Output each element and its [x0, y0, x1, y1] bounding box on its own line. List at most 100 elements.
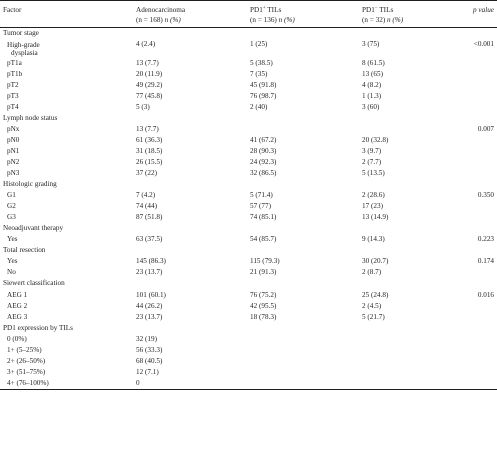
row-label: 3+ (51–75%): [7, 367, 46, 376]
table-row: 1+ (5–25%) 56 (33.3): [0, 345, 497, 356]
table-section-row: Lymph node status: [0, 113, 497, 124]
header-pd1-positive-tils: TILs: [265, 6, 282, 14]
cell-pd1-negative: 3 (60): [362, 102, 380, 111]
cell-adenocarcinoma: 0: [136, 378, 140, 387]
cell-adenocarcinoma: 68 (40.5): [136, 356, 163, 365]
row-label: G1: [7, 191, 16, 200]
row-label: pT3: [7, 91, 19, 100]
cell-pd1-negative: 8 (61.5): [362, 58, 385, 67]
header-pd1-positive-sup: +: [262, 6, 266, 11]
table-row: 0 (0%) 32 (19): [0, 334, 497, 345]
cell-pd1-negative: 13 (14.9): [362, 213, 389, 222]
row-label: 2+ (26–50%): [7, 356, 46, 365]
row-label-line: High-grade: [7, 40, 40, 49]
row-label: Yes: [7, 257, 18, 266]
table-row: pT2 49 (29.2) 45 (91.8) 4 (8.2): [0, 80, 497, 91]
cell-pd1-positive: 32 (86.5): [250, 169, 277, 178]
cell-adenocarcinoma: 49 (29.2): [136, 80, 163, 89]
row-label: pN3: [7, 169, 20, 178]
table-row: pN0 61 (36.3) 41 (67.2) 20 (32.8): [0, 135, 497, 146]
table-row: No 23 (13.7) 21 (91.3) 2 (8.7): [0, 268, 497, 279]
cell-pd1-positive: 28 (90.3): [250, 146, 277, 155]
cell-pd1-positive: 21 (91.3): [250, 268, 277, 277]
cell-pd1-negative: 2 (8.7): [362, 268, 382, 277]
row-label: pN1: [7, 146, 20, 155]
row-label: No: [7, 268, 16, 277]
cell-adenocarcinoma: 20 (11.9): [136, 69, 163, 78]
table-row: pT1b 20 (11.9) 7 (35) 13 (65): [0, 69, 497, 80]
cell-pd1-positive: 2 (40): [250, 102, 268, 111]
cell-adenocarcinoma: 44 (26.2): [136, 301, 163, 310]
cell-adenocarcinoma: 56 (33.3): [136, 345, 163, 354]
cell-adenocarcinoma: 77 (45.8): [136, 91, 163, 100]
table-row: G2 74 (44) 57 (77) 17 (23): [0, 202, 497, 213]
table-header: Factor Adenocarcinoma (n = 168) n (%) PD…: [0, 1, 497, 27]
cell-p-value: 0.007: [477, 124, 494, 133]
table-row: AEG 2 44 (26.2) 42 (95.5) 2 (4.5): [0, 301, 497, 312]
table-row: pN3 37 (22) 32 (86.5) 5 (13.5): [0, 169, 497, 180]
header-pd1-negative-label: PD1: [362, 6, 375, 14]
table-section-row: Histologic grading: [0, 180, 497, 191]
row-label-line: dysplasia: [11, 49, 38, 58]
cell-adenocarcinoma: 4 (2.4): [136, 39, 156, 48]
cell-adenocarcinoma: 7 (4.2): [136, 191, 156, 200]
cell-adenocarcinoma: 26 (15.5): [136, 157, 163, 166]
table-row: AEG 1 101 (60.1) 76 (75.2) 25 (24.8) 0.016: [0, 290, 497, 301]
table-row: 2+ (26–50%) 68 (40.5): [0, 356, 497, 367]
cell-adenocarcinoma: 101 (60.1): [136, 290, 166, 299]
cell-pd1-positive: 41 (67.2): [250, 135, 277, 144]
cell-pd1-positive: 42 (95.5): [250, 301, 277, 310]
row-label: AEG 3: [7, 312, 28, 321]
cell-pd1-positive: 57 (77): [250, 202, 271, 211]
header-pd1-positive-unit: n (%): [278, 16, 295, 24]
bottom-rule: [0, 389, 497, 391]
header-pd1-positive-count: (n = 136): [250, 16, 277, 24]
header-pd1-positive-n: (n = 136) n (%): [250, 15, 295, 25]
cell-pd1-negative: 5 (21.7): [362, 312, 385, 321]
table-section-row: PD1 expression by TILs: [0, 323, 497, 334]
header-pd1-negative-sup: −: [374, 6, 378, 11]
cell-adenocarcinoma: 87 (51.8): [136, 213, 163, 222]
cell-pd1-positive: 76 (98.7): [250, 91, 277, 100]
table-body: Tumor stage High-grade dysplasia 4 (2.4) 1 (…: [0, 28, 497, 389]
cell-adenocarcinoma: 61 (36.3): [136, 135, 163, 144]
cell-adenocarcinoma: 37 (22): [136, 169, 157, 178]
header-pd1-positive-label: PD1: [250, 6, 263, 14]
header-adenocarcinoma-title: Adenocarcinoma: [136, 6, 186, 14]
table-row: 3+ (51–75%) 12 (7.1): [0, 367, 497, 378]
row-label: pN2: [7, 157, 20, 166]
table-row: G3 87 (51.8) 74 (85.1) 13 (14.9): [0, 213, 497, 224]
row-label: High-grade dysplasia: [7, 41, 40, 58]
cell-pd1-negative: 9 (14.3): [362, 235, 385, 244]
cell-adenocarcinoma: 63 (37.5): [136, 235, 163, 244]
table-row: Yes 145 (86.3) 115 (79.3) 30 (20.7) 0.174: [0, 257, 497, 268]
cell-pd1-negative: 1 (1.3): [362, 91, 382, 100]
row-label: pT1a: [7, 58, 22, 67]
row-label: G2: [7, 202, 16, 211]
cell-adenocarcinoma: 13 (7.7): [136, 58, 159, 67]
table-row: pT3 77 (45.8) 76 (98.7) 1 (1.3): [0, 91, 497, 102]
row-label: G3: [7, 213, 16, 222]
cell-adenocarcinoma: 145 (86.3): [136, 257, 166, 266]
cell-adenocarcinoma: 13 (7.7): [136, 124, 159, 133]
cell-adenocarcinoma: 32 (19): [136, 334, 157, 343]
cell-adenocarcinoma: 74 (44): [136, 202, 157, 211]
table-row: pN2 26 (15.5) 24 (92.3) 2 (7.7): [0, 157, 497, 168]
cell-p-value: <0.001: [473, 39, 494, 48]
cell-p-value: 0.350: [477, 191, 494, 200]
cell-pd1-positive: 18 (78.3): [250, 312, 277, 321]
row-label: Histologic grading: [3, 180, 57, 189]
row-label: 0 (0%): [7, 334, 27, 343]
cell-p-value: 0.223: [477, 235, 494, 244]
row-label: Yes: [7, 235, 18, 244]
cell-pd1-negative: 30 (20.7): [362, 257, 389, 266]
cell-adenocarcinoma: 12 (7.1): [136, 367, 159, 376]
cell-p-value: 0.016: [477, 290, 494, 299]
cell-pd1-positive: 74 (85.1): [250, 213, 277, 222]
header-pd1-negative-title: PD1− TILs: [362, 5, 403, 15]
table-row: pT1a 13 (7.7) 5 (38.5) 8 (61.5): [0, 58, 497, 69]
cell-pd1-negative: 2 (28.6): [362, 191, 385, 200]
row-label: Lymph node status: [3, 113, 58, 122]
row-label: 1+ (5–25%): [7, 345, 42, 354]
cell-pd1-negative: 13 (65): [362, 69, 383, 78]
